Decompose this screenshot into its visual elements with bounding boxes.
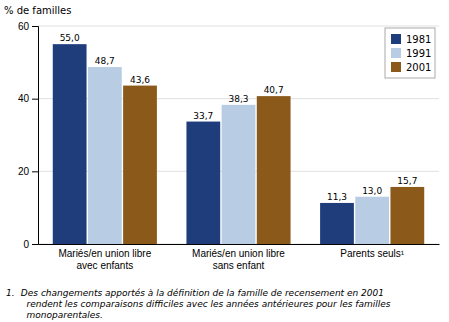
tick-label: Mariés/en union libresans enfant <box>192 248 285 271</box>
legend-swatch <box>391 62 401 72</box>
bar <box>320 203 354 244</box>
footnote-number: 1. <box>6 288 15 298</box>
data-label: 11,3 <box>327 192 347 202</box>
tick: 20 <box>18 166 38 177</box>
legend-swatch <box>391 34 401 44</box>
tick-label: 40 <box>18 93 30 104</box>
grid-line <box>38 26 439 27</box>
tick-label: 20 <box>18 166 30 177</box>
grid <box>38 26 439 244</box>
data-label: 43,6 <box>130 75 150 85</box>
bar <box>222 105 256 244</box>
tick-mark <box>32 171 38 172</box>
legend-frame <box>385 28 435 78</box>
tick-label: 0 <box>23 239 29 250</box>
data-label: 15,7 <box>397 176 417 186</box>
footnote: Des changements apportés à la définition… <box>18 288 391 320</box>
bar <box>390 187 424 244</box>
data-label: 40,7 <box>264 85 284 95</box>
legend-label: 1981 <box>406 34 431 45</box>
tick-label: 60 <box>18 21 30 32</box>
chart: 0 20 40 60 Mariés/en union libreavec enfants… <box>0 0 449 322</box>
axis-line <box>32 27 39 245</box>
tick-label: Mariés/en union libreavec enfants <box>58 248 151 271</box>
tick-label: Parents seuls¹ <box>340 248 405 259</box>
bar <box>123 86 157 244</box>
axis-line <box>39 244 440 245</box>
bar <box>355 197 389 244</box>
y-axis: 0 20 40 60 <box>18 21 39 250</box>
tick: 0 <box>23 239 38 250</box>
bar <box>88 67 122 244</box>
data-label: 38,3 <box>228 94 248 104</box>
data-label: 33,7 <box>193 111 213 121</box>
tick: Mariés/en union libresans enfant <box>192 248 285 271</box>
x-axis: Mariés/en union libreavec enfants Mariés/… <box>39 245 440 272</box>
tick: 40 <box>18 93 38 104</box>
legend: 1981 1991 2001 <box>385 28 435 78</box>
tick: Mariés/en union libreavec enfants <box>58 248 151 271</box>
tick: 60 <box>18 21 38 32</box>
data-label: 55,0 <box>60 33 80 43</box>
tick-mark <box>32 244 38 245</box>
legend-swatch <box>391 48 401 58</box>
bar <box>186 122 220 244</box>
data-label: 13,0 <box>362 186 382 196</box>
tick-mark <box>32 99 38 100</box>
axis-title: % de familles <box>4 5 71 16</box>
legend-label: 2001 <box>406 62 431 73</box>
data-label: 48,7 <box>95 56 115 66</box>
bar <box>53 44 87 244</box>
tick: Parents seuls¹ <box>340 248 405 259</box>
plot: 0 20 40 60 Mariés/en union libreavec enfants… <box>18 21 440 271</box>
bars <box>53 44 424 244</box>
legend-label: 1991 <box>406 48 431 59</box>
bar <box>257 96 291 244</box>
data-labels: 55,0 33,7 11,3 48,7 38,3 13,0 43,6 40,7 15,7 <box>60 33 418 202</box>
tick-mark <box>32 26 38 27</box>
